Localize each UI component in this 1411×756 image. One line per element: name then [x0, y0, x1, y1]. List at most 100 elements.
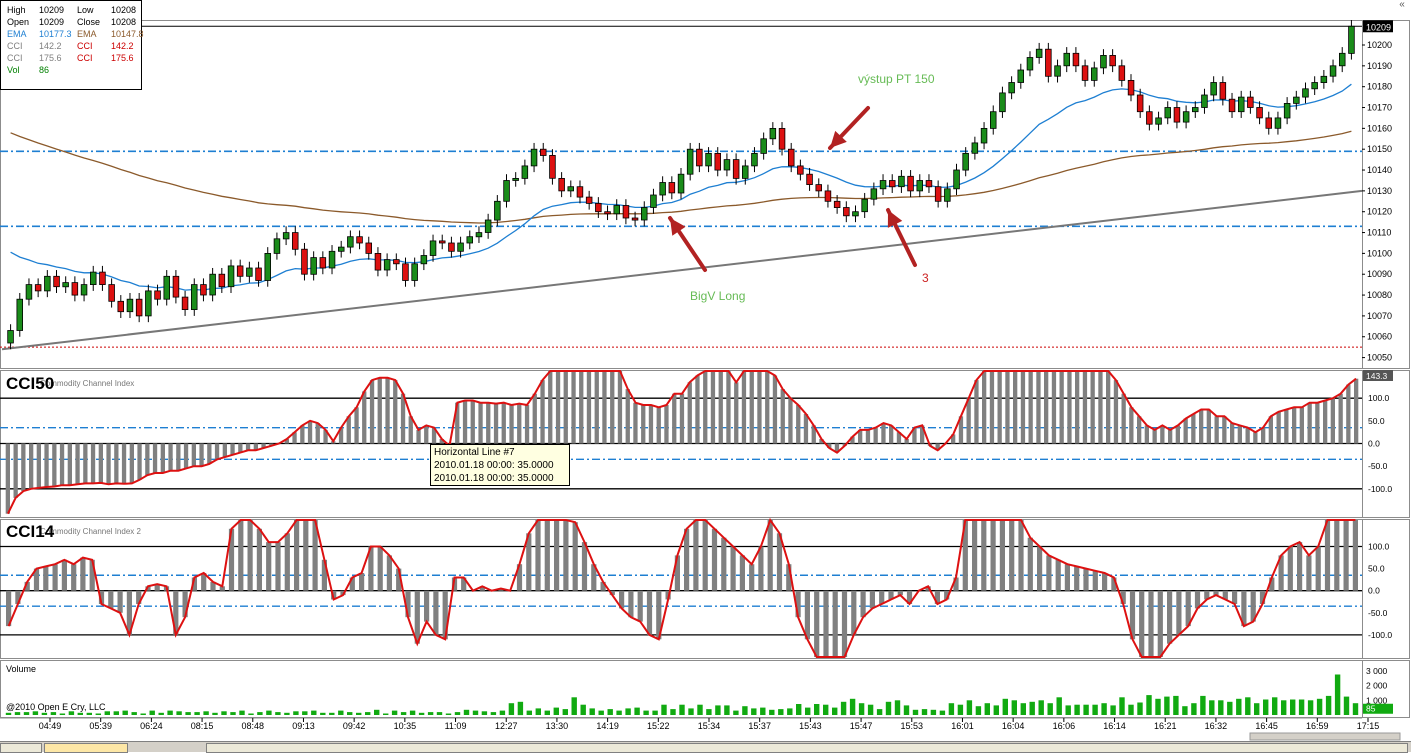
- volume-bar: [733, 710, 739, 715]
- cci-bar: [315, 423, 320, 444]
- cci-bar: [396, 568, 402, 591]
- cci-bar: [1102, 573, 1108, 591]
- candle: [218, 273, 226, 288]
- annotation-bigv-arrow-head: [670, 218, 686, 236]
- cci-bar: [823, 590, 829, 657]
- cci-bar: [920, 425, 925, 444]
- cci-tick-label: -50.0: [1368, 461, 1388, 471]
- time-tick-label: 15:43: [799, 721, 822, 731]
- cci-bar: [879, 590, 885, 604]
- candle: [962, 152, 969, 171]
- candle: [953, 169, 960, 190]
- cci-tick-label: -50.0: [1368, 608, 1388, 618]
- volume-bar: [374, 709, 380, 715]
- cci-bar: [1044, 371, 1049, 444]
- panel-frame-volume: [0, 660, 1410, 718]
- candle: [402, 263, 409, 281]
- time-tick-label: 16:06: [1053, 721, 1076, 731]
- ohlc-label: Open: [7, 17, 30, 27]
- candle: [1210, 82, 1217, 96]
- volume-bar: [823, 704, 829, 715]
- volume-bar: [903, 705, 910, 715]
- cci-bar: [294, 520, 300, 591]
- volume-bar: [814, 704, 820, 715]
- volume-bar: [1047, 703, 1053, 715]
- volume-bar: [1191, 703, 1197, 715]
- candle: [1063, 52, 1071, 67]
- ohlc-value: 10208: [111, 5, 137, 15]
- cci-bar: [1018, 520, 1024, 591]
- cci-bar: [1261, 427, 1266, 444]
- cci-bar: [176, 443, 181, 471]
- volume-bar: [1002, 698, 1008, 715]
- cci-bar: [126, 590, 132, 635]
- cci-bar: [228, 528, 235, 591]
- cci-bar: [1206, 409, 1211, 444]
- candle: [1247, 96, 1254, 108]
- candle: [723, 159, 731, 171]
- volume-bar: [50, 712, 57, 715]
- volume-bar: [77, 712, 83, 715]
- volume-bar: [912, 709, 919, 715]
- candle: [1045, 48, 1052, 77]
- cci-bar: [431, 427, 437, 444]
- cci-bar: [191, 443, 196, 467]
- ohlc-label: Close: [77, 17, 101, 27]
- cci-bar: [43, 566, 49, 591]
- cci-bar: [572, 522, 578, 591]
- candle: [889, 180, 896, 188]
- volume-bar: [715, 705, 721, 715]
- tab-chart-3[interactable]: [206, 743, 1408, 753]
- cci-bar: [13, 443, 18, 498]
- cci-bar: [1183, 418, 1188, 444]
- volume-bar: [400, 712, 407, 715]
- tab-chart-active[interactable]: [44, 743, 128, 753]
- cci-bar: [253, 443, 258, 451]
- time-tick-label: 16:45: [1255, 721, 1278, 731]
- cci-bar: [1204, 590, 1210, 600]
- volume-bar: [1245, 697, 1251, 715]
- cci-bar: [1191, 414, 1196, 444]
- cci-bar: [641, 405, 646, 444]
- cci-bar: [803, 414, 809, 444]
- candle: [944, 188, 951, 202]
- volume-bar: [966, 700, 973, 715]
- cci-bar: [275, 542, 281, 591]
- price-tick-label: 10110: [1367, 228, 1391, 238]
- cci-bar: [535, 520, 541, 591]
- time-tick-label: 11:09: [445, 721, 467, 731]
- ohlc-value: 10209: [39, 17, 65, 27]
- candle: [310, 257, 317, 275]
- cci-bar: [501, 402, 506, 444]
- tab-chart-1[interactable]: [0, 743, 42, 753]
- cci-bar: [648, 405, 654, 444]
- cci-bar: [726, 371, 731, 444]
- candle: [751, 152, 758, 167]
- candle: [383, 259, 391, 271]
- volume-bar: [787, 708, 793, 715]
- tooltip-line: Horizontal Line #7: [434, 447, 515, 458]
- cci-bar: [1176, 590, 1182, 635]
- cci-bar: [80, 557, 86, 591]
- volume-bar: [670, 709, 676, 715]
- cci-bar: [1152, 429, 1157, 444]
- volume-bar: [86, 712, 92, 715]
- ohlc-value: 142.2: [111, 41, 134, 51]
- volume-bar: [320, 712, 326, 715]
- cci-bar: [834, 443, 840, 453]
- cci-bar: [377, 377, 382, 444]
- ohlc-label: EMA: [7, 29, 27, 39]
- candle: [870, 188, 878, 200]
- candle: [971, 142, 979, 154]
- volume-bar: [885, 701, 892, 716]
- cci-bar: [944, 590, 950, 600]
- candle: [117, 300, 125, 313]
- candle: [25, 284, 33, 300]
- cci-bar: [646, 590, 653, 635]
- volume-bar: [239, 710, 245, 715]
- candle: [1293, 96, 1300, 104]
- ohlc-label: CCI: [7, 41, 23, 51]
- cci-bar: [962, 520, 968, 591]
- candle: [457, 242, 464, 252]
- double-left-arrow-icon[interactable]: «: [1399, 0, 1405, 10]
